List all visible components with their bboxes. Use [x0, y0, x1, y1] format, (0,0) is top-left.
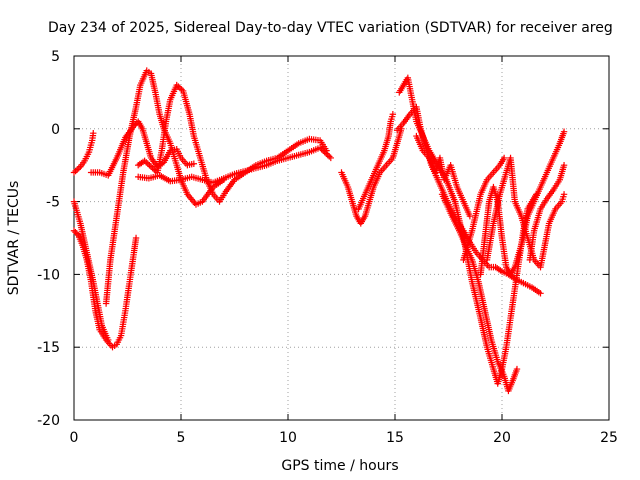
- data-point-marker: [319, 147, 327, 154]
- data-point-marker: [190, 160, 198, 167]
- x-axis-label: GPS time / hours: [281, 458, 398, 474]
- data-marks: [70, 67, 568, 395]
- y-tick-label: 0: [51, 122, 60, 138]
- data-point-marker: [73, 230, 81, 237]
- data-point-marker: [70, 169, 78, 176]
- data-point-marker: [466, 212, 474, 220]
- x-tick-label: 0: [70, 430, 79, 446]
- plot-frame: [73, 55, 610, 421]
- data-series: [526, 162, 568, 264]
- x-tick-label: 5: [177, 430, 186, 446]
- y-tick-label: -15: [37, 340, 60, 356]
- y-tick-label: -20: [37, 413, 60, 429]
- y-tick-label: 5: [51, 49, 60, 65]
- data-point-marker: [90, 129, 97, 137]
- data-series: [355, 111, 397, 213]
- data-point-marker: [326, 153, 333, 160]
- data-point-marker: [537, 290, 544, 297]
- data-point-marker: [560, 128, 568, 135]
- data-series: [483, 154, 568, 271]
- data-point-marker: [560, 191, 568, 198]
- data-series: [438, 191, 521, 395]
- chart-title: Day 234 of 2025, Sidereal Day-to-day VTE…: [48, 20, 613, 36]
- data-point-marker: [176, 84, 184, 92]
- data-point-marker: [316, 144, 324, 151]
- data-point-marker: [513, 365, 521, 373]
- y-tick-label: -10: [37, 267, 60, 283]
- axis-ticks: 0 5 10 15 20 25 5 0 -5 -10 -15 -20: [37, 49, 618, 446]
- data-series: [70, 227, 140, 351]
- x-tick-label: 25: [600, 430, 618, 446]
- data-point-marker: [560, 162, 568, 169]
- data-point-marker: [327, 154, 334, 162]
- x-tick-label: 20: [493, 430, 511, 446]
- data-point-marker: [389, 111, 397, 118]
- data-point-marker: [74, 166, 81, 173]
- data-series: [413, 132, 474, 220]
- data-series: [135, 144, 334, 186]
- data-point-marker: [132, 234, 140, 242]
- data-point-marker: [72, 228, 79, 236]
- data-point-marker: [75, 164, 83, 172]
- data-point-marker: [146, 162, 153, 169]
- data-point-marker: [143, 159, 150, 166]
- y-axis-label: SDTVAR / TECUs: [6, 181, 22, 296]
- data-point-marker: [70, 227, 78, 234]
- data-point-marker: [323, 150, 330, 157]
- data-point-marker: [500, 154, 508, 162]
- data-series: [70, 129, 97, 176]
- y-tick-label: -5: [46, 195, 60, 211]
- x-tick-label: 15: [386, 430, 404, 446]
- data-series: [135, 81, 330, 205]
- data-point-marker: [324, 151, 331, 159]
- data-series: [396, 74, 540, 387]
- data-point-marker: [318, 145, 325, 153]
- data-point-marker: [321, 148, 328, 156]
- data-series: [460, 154, 508, 264]
- x-tick-label: 10: [279, 430, 297, 446]
- data-point-marker: [72, 167, 79, 175]
- data-series: [338, 125, 405, 227]
